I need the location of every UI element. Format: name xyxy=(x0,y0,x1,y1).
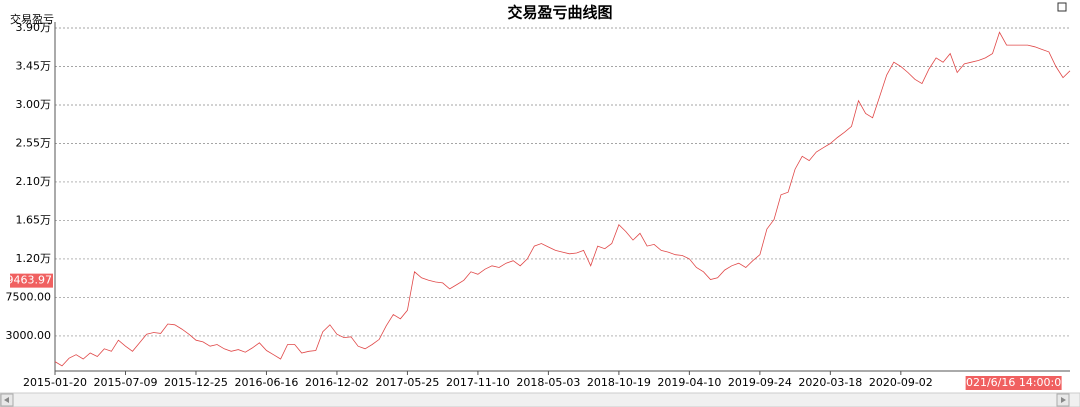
scroll-right-arrow xyxy=(1061,397,1066,403)
scroll-left-arrow xyxy=(4,397,9,403)
crosshair-y-box xyxy=(10,273,53,288)
x-tick-label: 2019-09-24 xyxy=(728,376,792,389)
crosshair-x-label: 2021/6/16 14:00:00 xyxy=(959,376,1068,389)
x-tick-label: 2015-07-09 xyxy=(94,376,158,389)
x-tick-label: 2018-10-19 xyxy=(587,376,651,389)
y-axis-label: 交易盈亏 xyxy=(10,12,54,26)
crosshair-y-label: 9463.97 xyxy=(7,274,53,287)
x-tick-label: 2018-05-03 xyxy=(516,376,580,389)
y-tick-label: 3000.00 xyxy=(6,329,52,342)
x-tick-label: 2019-04-10 xyxy=(657,376,721,389)
y-tick-label: 3.45万 xyxy=(16,59,52,72)
x-tick-label: 2016-12-02 xyxy=(305,376,369,389)
scrollbar[interactable] xyxy=(0,392,1080,407)
x-tick-label: 2017-05-25 xyxy=(375,376,439,389)
x-tick-label: 2015-01-20 xyxy=(23,376,87,389)
y-tick-label: 3.90万 xyxy=(16,21,52,34)
y-tick-label: 3.00万 xyxy=(16,98,52,111)
x-tick-label: 2017-11-10 xyxy=(446,376,510,389)
y-tick-label: 1.20万 xyxy=(16,252,52,265)
y-tick-label: 7500.00 xyxy=(6,290,52,303)
maximize-button[interactable] xyxy=(1057,2,1067,12)
line xyxy=(54,31,1071,367)
y-tick-label: 1.65万 xyxy=(16,213,52,226)
chart-title: 交易盈亏曲线图 xyxy=(507,4,612,22)
x-tick-label: 2020-03-18 xyxy=(798,376,862,389)
x-tick-label: 2016-06-16 xyxy=(234,376,298,389)
x-tick-label: 2015-12-25 xyxy=(164,376,228,389)
y-tick-label: 2.10万 xyxy=(16,175,52,188)
y-tick-label: 2.55万 xyxy=(16,136,52,149)
crosshair-x-box xyxy=(965,376,1062,390)
x-tick-label: 2020-09-02 xyxy=(869,376,933,389)
